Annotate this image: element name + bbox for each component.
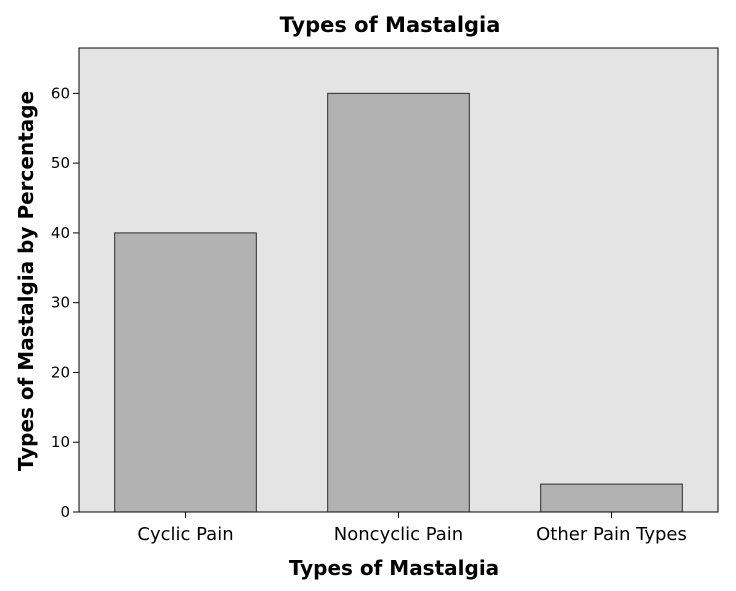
x-tick-label: Noncyclic Pain bbox=[334, 524, 463, 545]
bar-cyclic-pain bbox=[114, 232, 257, 513]
x-axis-label: Types of Mastalgia bbox=[289, 556, 499, 580]
bar-other-pain-types bbox=[540, 483, 683, 513]
y-tick-label: 40 bbox=[51, 224, 70, 242]
x-tick-label: Other Pain Types bbox=[536, 524, 687, 545]
y-tick-label: 0 bbox=[60, 503, 70, 521]
y-axis-label: Types of Mastalgia by Percentage bbox=[14, 91, 38, 471]
chart-title: Types of Mastalgia bbox=[280, 13, 501, 37]
bar-noncyclic-pain bbox=[327, 92, 470, 513]
y-tick-label: 60 bbox=[51, 84, 70, 102]
x-axis-ticks: Cyclic Pain Noncyclic Pain Other Pain Type… bbox=[137, 512, 687, 545]
y-tick-label: 10 bbox=[51, 433, 70, 451]
x-tick-label: Cyclic Pain bbox=[137, 524, 233, 545]
y-tick-label: 20 bbox=[51, 363, 70, 381]
y-tick-label: 30 bbox=[51, 294, 70, 312]
y-axis-ticks: 0 10 20 30 40 50 60 bbox=[51, 84, 79, 521]
y-tick-label: 50 bbox=[51, 154, 70, 172]
bars bbox=[114, 92, 683, 513]
